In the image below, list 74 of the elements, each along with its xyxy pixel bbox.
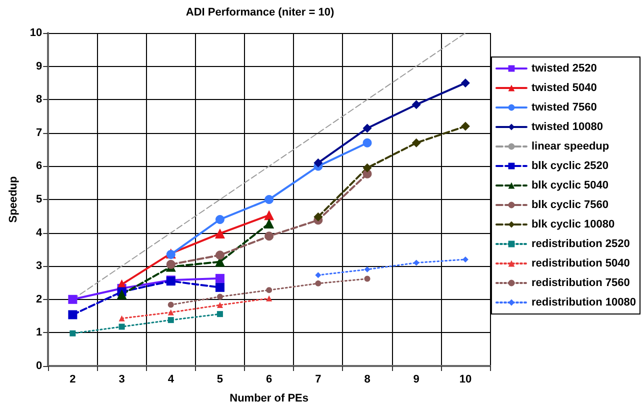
point (215, 282, 224, 292)
x-axis-title: Number of PEs (230, 392, 308, 404)
legend-label: twisted 10080 (531, 121, 604, 133)
legend-label: linear speedup (531, 140, 610, 152)
point (364, 276, 370, 282)
point (460, 78, 470, 88)
y-tick-label: 1 (36, 326, 42, 339)
point (264, 195, 274, 204)
point (315, 280, 322, 286)
point (70, 330, 76, 336)
x-tick-label: 2 (70, 374, 76, 386)
point (364, 266, 370, 272)
point (362, 124, 372, 133)
point (314, 158, 323, 168)
legend-label: blk cyclic 5040 (531, 180, 609, 192)
point (214, 228, 225, 238)
point (315, 272, 322, 278)
point (118, 315, 125, 322)
y-tick-label: 4 (36, 226, 44, 239)
x-tick-label: 3 (118, 374, 125, 386)
y-tick-label: 9 (36, 60, 42, 72)
point (362, 138, 372, 148)
x-tick-label: 4 (168, 374, 175, 386)
y-tick-label: 2 (36, 293, 42, 306)
point (412, 100, 421, 110)
legend-label: twisted 2520 (531, 62, 597, 74)
point (215, 250, 224, 260)
x-tick-label: 5 (216, 374, 224, 386)
point (460, 122, 470, 131)
y-tick-label: 7 (36, 126, 42, 139)
x-tick-label: 7 (315, 374, 322, 386)
y-tick-label: 8 (36, 94, 42, 106)
point (412, 138, 421, 148)
y-tick-label: 5 (36, 194, 42, 206)
x-tick-label: 6 (266, 374, 272, 386)
point (215, 214, 224, 224)
y-tick-label: 10 (30, 27, 42, 39)
legend-label: twisted 5040 (531, 82, 597, 94)
point (215, 274, 224, 283)
point (168, 302, 174, 308)
legend-label: blk cyclic 7560 (531, 199, 609, 211)
x-tick-label: 10 (459, 374, 472, 386)
legend-label: redistribution 2520 (531, 238, 630, 250)
point (216, 311, 223, 318)
y-tick-label: 6 (36, 160, 42, 172)
y-axis-title: Speedup (8, 176, 20, 223)
point (166, 260, 176, 269)
point (362, 163, 372, 172)
y-tick-label: 3 (36, 260, 42, 272)
point (168, 317, 174, 324)
point (314, 212, 323, 222)
legend-label: blk cyclic 2520 (531, 160, 609, 172)
point (118, 324, 125, 330)
point (413, 260, 420, 266)
point (216, 302, 223, 308)
point (168, 309, 174, 316)
point (68, 294, 78, 304)
point (264, 218, 274, 228)
y-tick-label: 0 (36, 360, 42, 372)
point (266, 295, 272, 302)
legend-label: redistribution 5040 (531, 258, 630, 270)
point (116, 289, 127, 300)
point (266, 287, 272, 294)
x-tick-label: 8 (364, 374, 370, 386)
legend-label: redistribution 10080 (531, 296, 636, 308)
x-tick-label: 9 (413, 374, 420, 386)
point (216, 294, 223, 300)
point (264, 210, 274, 220)
point (68, 310, 78, 320)
chart-title: ADI Performance (niter = 10) (186, 6, 334, 18)
point (264, 232, 274, 241)
legend-label: redistribution 7560 (531, 277, 630, 289)
legend-label: twisted 7560 (531, 102, 597, 114)
legend-label: blk cyclic 10080 (531, 218, 615, 230)
